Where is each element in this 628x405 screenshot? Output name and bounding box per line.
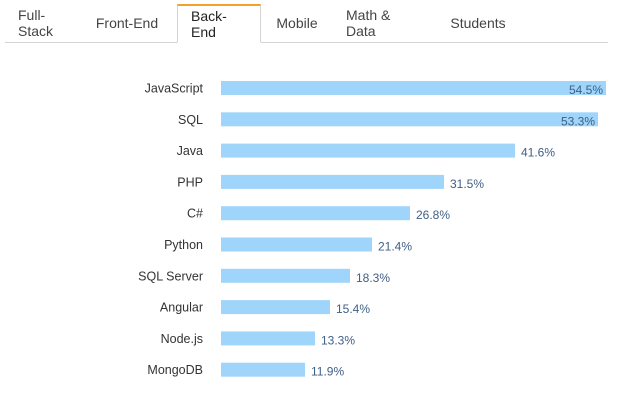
category-label-6: SQL Server xyxy=(138,269,203,283)
value-label-1: 53.3% xyxy=(561,114,595,128)
category-label-9: MongoDB xyxy=(147,363,203,377)
bar-4 xyxy=(221,206,410,221)
bar-9 xyxy=(221,362,305,377)
tab-full-stack[interactable]: Full-Stack xyxy=(18,7,54,39)
tab-math-data[interactable]: Math & Data xyxy=(346,7,391,39)
tab-students[interactable]: Students xyxy=(450,15,506,31)
value-label-6: 18.3% xyxy=(356,271,390,285)
bar-8 xyxy=(221,331,315,346)
tab-front-end[interactable]: Front-End xyxy=(95,15,159,31)
category-label-7: Angular xyxy=(160,301,203,315)
category-label-4: C# xyxy=(187,207,203,221)
value-label-8: 13.3% xyxy=(321,333,355,347)
category-label-5: Python xyxy=(164,238,203,252)
category-label-2: Java xyxy=(177,144,203,158)
bar-6 xyxy=(221,268,350,283)
tab-back-end[interactable]: Back-End xyxy=(177,4,261,43)
value-label-7: 15.4% xyxy=(336,302,370,316)
category-label-0: JavaScript xyxy=(145,82,204,96)
value-label-3: 31.5% xyxy=(450,177,484,191)
value-label-5: 21.4% xyxy=(378,240,412,254)
value-label-2: 41.6% xyxy=(521,146,555,160)
value-label-0: 54.5% xyxy=(569,83,603,97)
tab-bar: Full-Stack Front-End Back-End Mobile Mat… xyxy=(5,4,608,43)
category-label-8: Node.js xyxy=(161,332,203,346)
bar-2 xyxy=(221,143,515,158)
category-label-1: SQL xyxy=(178,113,203,127)
bar-1 xyxy=(221,112,598,127)
value-label-4: 26.8% xyxy=(416,208,450,222)
bar-7 xyxy=(221,300,330,315)
bar-3 xyxy=(221,174,444,189)
value-label-9: 11.9% xyxy=(311,365,344,379)
tab-mobile[interactable]: Mobile xyxy=(276,15,318,31)
bar-0 xyxy=(221,81,606,95)
bar-5 xyxy=(221,237,372,252)
category-label-3: PHP xyxy=(177,175,203,189)
